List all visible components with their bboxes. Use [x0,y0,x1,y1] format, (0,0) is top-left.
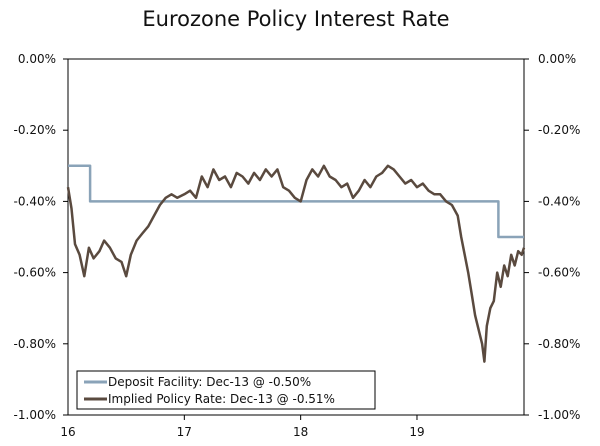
legend-label: Implied Policy Rate: Dec-13 @ -0.51% [108,392,335,406]
y-tick-label-left: -0.20% [14,123,56,137]
x-tick-label: 17 [177,425,192,439]
legend: Deposit Facility: Dec-13 @ -0.50% Implied… [76,370,376,410]
y-tick-label-right: 0.00% [538,52,576,66]
y-tick-label-right: -0.20% [538,123,580,137]
plot-area-frame [67,58,525,416]
y-tick-label-left: -0.40% [14,194,56,208]
chart-title: Eurozone Policy Interest Rate [142,7,449,31]
y-tick-label-right: -0.80% [538,337,580,351]
x-tick-label: 18 [293,425,308,439]
series-group [66,164,526,363]
x-tick-label: 19 [409,425,424,439]
y-tick-label-left: 0.00% [18,52,56,66]
y-tick-label-left: -0.80% [14,337,56,351]
x-tick-label: 16 [60,425,75,439]
y-tick-label-right: -0.40% [538,194,580,208]
plot-frame [67,58,525,416]
y-tick-label-right: -1.00% [538,408,580,422]
axis-ticks: 0.00% 0.00% -0.20% -0.20% -0.40% -0.40% -0.60%… [14,52,581,439]
deposit-facility-line [68,164,524,239]
y-tick-label-right: -0.60% [538,266,580,280]
y-tick-label-left: -1.00% [14,408,56,422]
legend-label: Deposit Facility: Dec-13 @ -0.50% [108,375,311,389]
implied-policy-rate-line [66,164,526,363]
legend-box [76,370,376,410]
y-tick-label-left: -0.60% [14,266,56,280]
